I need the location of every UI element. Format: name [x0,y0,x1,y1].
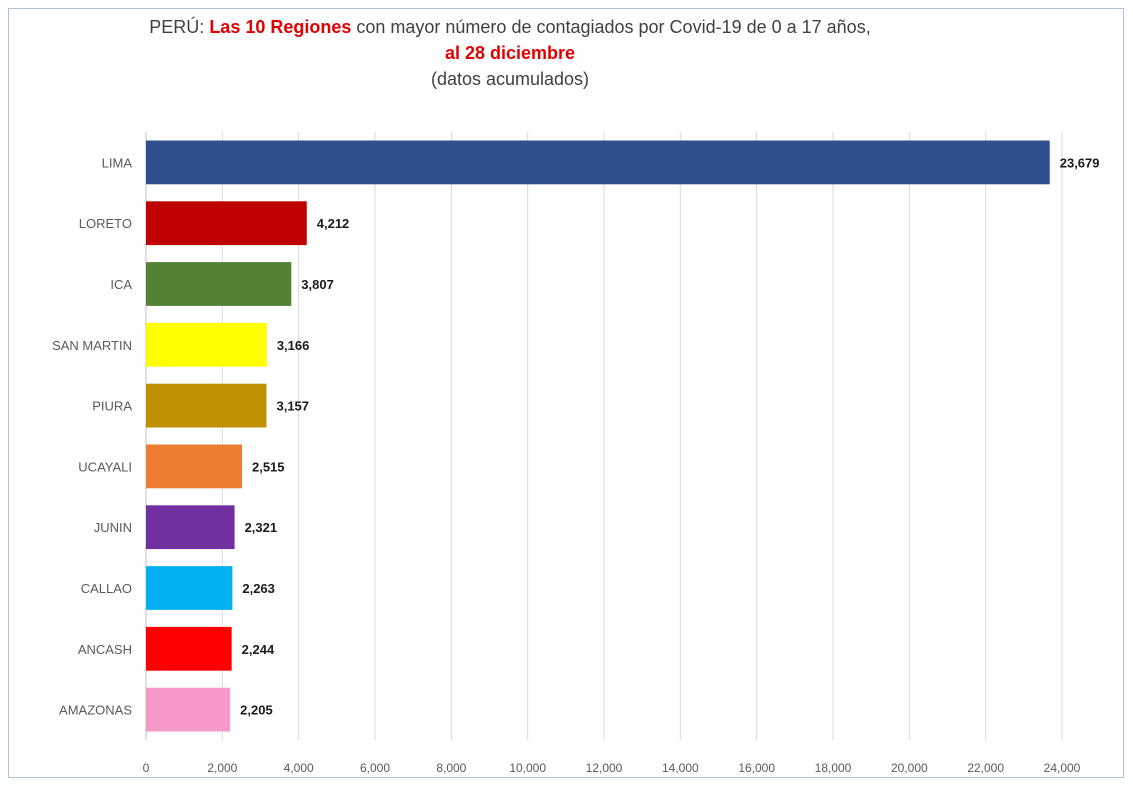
category-label: ANCASH [78,642,132,657]
value-label: 3,166 [277,338,310,353]
bar-loreto [146,201,307,246]
value-labels: 23,679 4,212 3,807 3,166 3,157 2,515 2,321 2,26… [240,155,1099,717]
category-label: AMAZONAS [59,703,132,718]
x-tick-label: 6,000 [360,761,390,775]
category-label: LIMA [102,155,133,170]
category-labels: LIMA LORETO ICA SAN MARTIN PIURA UCAYALI JUNIN… [52,155,132,717]
bar-amazonas [146,687,231,732]
category-label: SAN MARTIN [52,338,132,353]
value-label: 2,205 [240,703,273,718]
x-tick-label: 0 [143,761,150,775]
title-note: (datos acumulados) [430,69,590,89]
x-tick-label: 12,000 [586,761,623,775]
category-label: JUNIN [94,520,132,535]
x-tick-label: 10,000 [509,761,546,775]
value-label: 2,321 [245,520,278,535]
category-label: LORETO [79,216,132,231]
value-label: 4,212 [317,216,350,231]
chart-title: PERÚ: Las 10 Regiones con mayor número d… [60,14,960,92]
x-tick-label: 14,000 [662,761,699,775]
value-label: 3,157 [276,399,309,414]
bar-piura [146,383,267,428]
title-suffix: con mayor número de contagiados por Covi… [351,17,871,37]
category-label: CALLAO [81,581,132,596]
bar-lima [146,140,1050,185]
title-highlight: Las 10 Regiones [209,17,352,37]
x-tick-label: 4,000 [284,761,314,775]
category-label: ICA [110,277,132,292]
bar-san-martin [146,322,267,367]
bars [146,140,1050,732]
bar-junin [146,505,235,550]
x-tick-label: 22,000 [967,761,1004,775]
title-date: al 28 diciembre [444,43,576,63]
title-line-1: PERÚ: Las 10 Regiones con mayor número d… [60,14,960,40]
x-axis-ticks: 0 2,000 4,000 6,000 8,000 10,000 12,000 14,000 1… [143,761,1081,775]
category-label: PIURA [92,399,132,414]
bar-ucayali [146,444,242,489]
category-label: UCAYALI [78,459,132,474]
title-prefix: PERÚ: [149,17,210,37]
value-label: 2,515 [252,459,285,474]
value-label: 2,244 [242,642,275,657]
bar-ancash [146,626,232,671]
x-tick-label: 20,000 [891,761,928,775]
x-tick-label: 24,000 [1044,761,1081,775]
value-label: 3,807 [301,277,334,292]
value-label: 2,263 [242,581,275,596]
x-tick-label: 2,000 [207,761,237,775]
x-tick-label: 16,000 [738,761,775,775]
bar-ica [146,262,292,306]
bar-callao [146,566,233,610]
x-tick-label: 8,000 [436,761,466,775]
chart-frame [8,8,1124,778]
value-label: 23,679 [1060,155,1100,170]
x-tick-label: 18,000 [815,761,852,775]
